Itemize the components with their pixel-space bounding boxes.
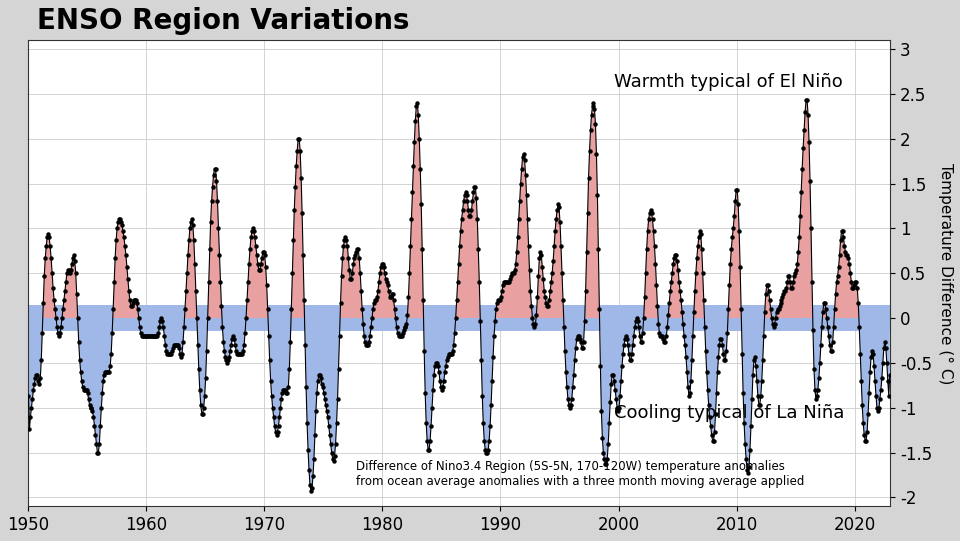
Text: Difference of Nino3.4 Region (5S-5N, 170-120W) temperature anomalies
from ocean : Difference of Nino3.4 Region (5S-5N, 170…: [355, 460, 804, 487]
Text: Cooling typical of La Niña: Cooling typical of La Niña: [614, 404, 845, 422]
Y-axis label: Temperature Difference (° C): Temperature Difference (° C): [938, 162, 953, 384]
Bar: [28, 305, 890, 332]
Text: Warmth typical of El Niño: Warmth typical of El Niño: [614, 72, 843, 91]
Text: ENSO Region Variations: ENSO Region Variations: [36, 7, 409, 35]
